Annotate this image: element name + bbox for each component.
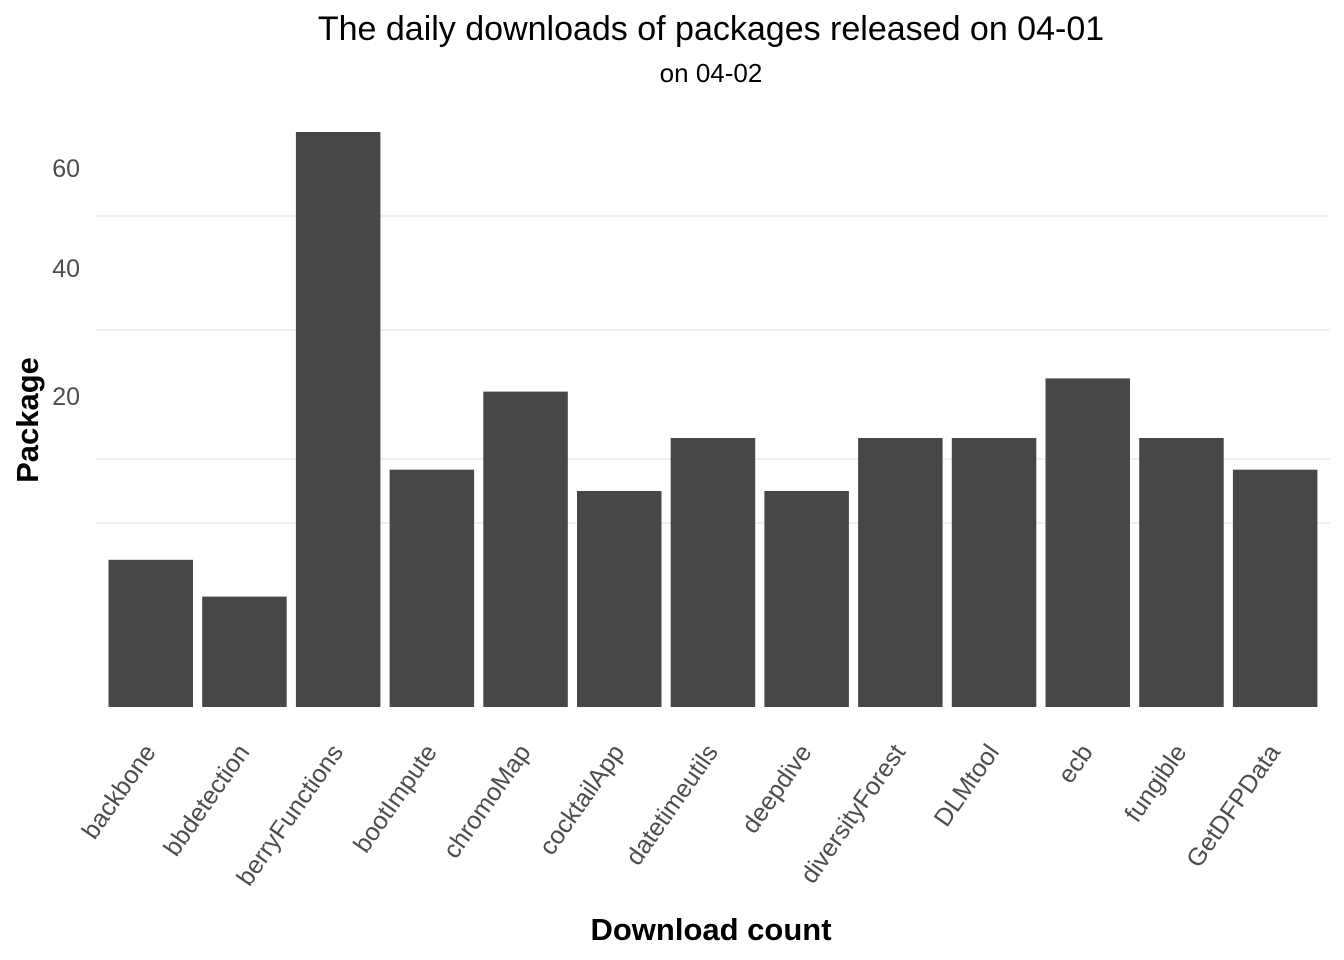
bars: [108, 132, 1318, 707]
bar-berryFunctions: [295, 132, 381, 707]
x-tick-label: deepdive: [736, 739, 817, 838]
bar-diversityForest: [858, 438, 943, 707]
chart-title: The daily downloads of packages released…: [318, 10, 1104, 48]
x-tick-label: chromoMap: [438, 739, 537, 863]
x-axis-title: Download count: [590, 912, 831, 947]
x-tick-label: backbone: [77, 739, 162, 844]
bar-deepdive: [764, 491, 849, 707]
bar-cocktailApp: [577, 491, 662, 707]
x-tick-label: bootImpute: [348, 739, 443, 858]
x-tick-label: DLMtool: [929, 739, 1005, 831]
y-tick-label: 60: [52, 155, 80, 183]
y-tick-label: 40: [52, 255, 80, 283]
x-tick-label: GetDFPData: [1181, 739, 1286, 872]
bar-chromoMap: [483, 391, 568, 707]
x-tick-label: cocktailApp: [534, 739, 630, 860]
bar-fungible: [1139, 438, 1224, 707]
x-tick-label: datetimeutils: [620, 739, 723, 870]
bar-GetDFPData: [1232, 469, 1318, 707]
bar-DLMtool: [951, 438, 1037, 707]
x-tick-label: ecb: [1053, 739, 1099, 788]
y-tick-label: 20: [52, 383, 80, 411]
chart-subtitle: on 04-02: [660, 58, 763, 88]
y-axis-title: Package: [10, 357, 45, 483]
bar-ecb: [1045, 378, 1130, 707]
bar-bootImpute: [389, 469, 475, 707]
x-tick-label: fungible: [1119, 739, 1192, 827]
bar-backbone: [108, 559, 193, 707]
bar-datetimeutils: [670, 438, 756, 707]
bar-bbdetection: [202, 596, 287, 707]
x-tick-label: bbdetection: [158, 739, 255, 861]
y-axis-ticks: 20 40 60: [52, 155, 80, 411]
